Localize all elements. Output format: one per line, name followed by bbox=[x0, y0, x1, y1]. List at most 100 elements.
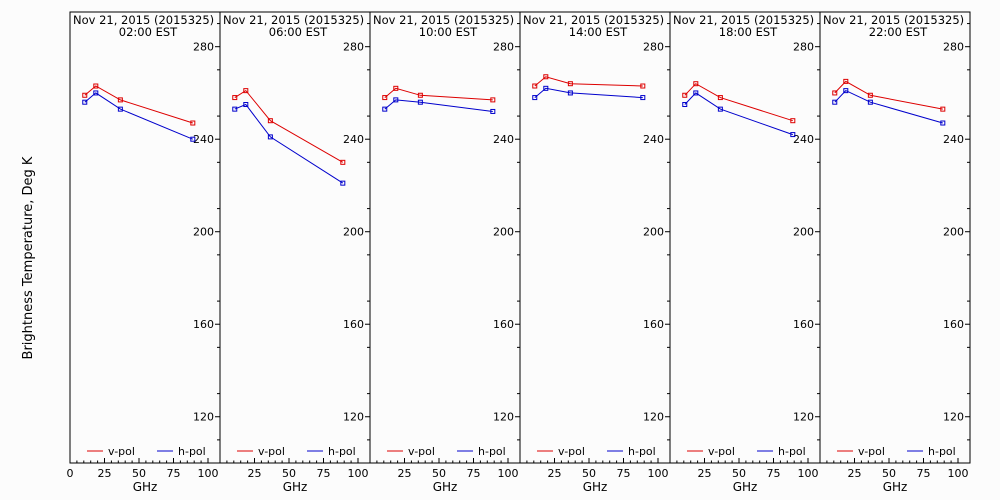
panel-time: 06:00 EST bbox=[269, 25, 328, 39]
legend-label-h-pol: h-pol bbox=[628, 445, 656, 458]
hpol-point bbox=[682, 102, 688, 108]
hpol-point bbox=[940, 120, 946, 126]
hpol-point bbox=[117, 106, 123, 112]
x-axis-label: GHz bbox=[283, 480, 308, 494]
y-tick-label: 160 bbox=[943, 318, 964, 331]
hpol-point bbox=[843, 88, 849, 94]
y-tick-label: 160 bbox=[493, 318, 514, 331]
panel-title: Nov 21, 2015 (2015325) bbox=[223, 13, 364, 27]
x-tick-label: 75 bbox=[917, 467, 931, 480]
vpol-point bbox=[382, 95, 388, 101]
hpol-line bbox=[234, 103, 344, 184]
y-tick-label: 120 bbox=[343, 411, 364, 424]
x-tick-label: 50 bbox=[432, 467, 446, 480]
legend-label-v-pol: v-pol bbox=[858, 445, 885, 458]
panel-5: Nov 21, 2015 (2015325)18:00 EST 120 160 200… bbox=[669, 11, 821, 494]
y-tick-label: 160 bbox=[643, 318, 664, 331]
panel-time: 02:00 EST bbox=[119, 25, 178, 39]
y-tick-label: 280 bbox=[493, 41, 514, 54]
vpol-point bbox=[490, 97, 496, 103]
vpol-line bbox=[684, 83, 793, 122]
y-tick-label: 120 bbox=[643, 411, 664, 424]
y-tick-label: 120 bbox=[793, 411, 814, 424]
vpol-point bbox=[843, 78, 849, 84]
x-tick-label: 25 bbox=[698, 467, 712, 480]
y-tick-label: 280 bbox=[643, 41, 664, 54]
x-tick-label: 100 bbox=[348, 467, 369, 480]
hpol-point bbox=[693, 90, 699, 96]
hpol-point bbox=[717, 106, 723, 112]
y-tick-label: 240 bbox=[793, 133, 814, 146]
x-tick-label: 75 bbox=[467, 467, 481, 480]
y-tick-label: 200 bbox=[793, 226, 814, 239]
x-axis-label: GHz bbox=[433, 480, 458, 494]
panel-time: 22:00 EST bbox=[869, 25, 928, 39]
hpol-point bbox=[490, 108, 496, 114]
x-tick-label: 75 bbox=[167, 467, 181, 480]
x-tick-label: 100 bbox=[198, 467, 219, 480]
y-tick-label: 240 bbox=[493, 133, 514, 146]
vpol-line bbox=[534, 76, 643, 87]
x-tick-label: 100 bbox=[798, 467, 819, 480]
vpol-point bbox=[940, 106, 946, 112]
y-tick-label: 160 bbox=[793, 318, 814, 331]
vpol-point bbox=[82, 92, 88, 98]
panel-time: 14:00 EST bbox=[569, 25, 628, 39]
x-tick-label: 50 bbox=[882, 467, 896, 480]
legend-label-v-pol: v-pol bbox=[408, 445, 435, 458]
vpol-point bbox=[190, 120, 196, 126]
panel-time: 18:00 EST bbox=[719, 25, 778, 39]
x-axis-label: GHz bbox=[583, 480, 608, 494]
x-tick-label: 50 bbox=[282, 467, 296, 480]
panel-3: Nov 21, 2015 (2015325)10:00 EST 120 160 200… bbox=[369, 11, 521, 494]
vpol-point bbox=[682, 92, 688, 98]
panel-title: Nov 21, 2015 (2015325) bbox=[523, 13, 664, 27]
hpol-point bbox=[82, 99, 88, 105]
x-axis-label: GHz bbox=[133, 480, 158, 494]
vpol-point bbox=[832, 90, 838, 96]
y-axis-label: Brightness Temperature, Deg K bbox=[21, 156, 36, 359]
x-tick-label: 25 bbox=[548, 467, 562, 480]
hpol-point bbox=[267, 134, 273, 140]
hpol-point bbox=[543, 85, 549, 91]
vpol-line bbox=[234, 89, 344, 163]
vpol-line bbox=[834, 80, 943, 110]
vpol-point bbox=[417, 92, 423, 98]
vpol-point bbox=[393, 85, 399, 91]
y-tick-label: 240 bbox=[943, 133, 964, 146]
vpol-point bbox=[717, 95, 723, 101]
hpol-line bbox=[534, 87, 643, 99]
y-tick-label: 200 bbox=[193, 226, 214, 239]
y-tick-label: 280 bbox=[943, 41, 964, 54]
x-tick-label: 25 bbox=[98, 467, 112, 480]
y-tick-label: 200 bbox=[943, 226, 964, 239]
x-tick-label: 25 bbox=[248, 467, 262, 480]
hpol-point bbox=[417, 99, 423, 105]
hpol-line bbox=[684, 92, 793, 136]
hpol-point bbox=[567, 90, 573, 96]
panel-2: Nov 21, 2015 (2015325)06:00 EST 120 160 200… bbox=[219, 11, 371, 494]
legend-label-v-pol: v-pol bbox=[258, 445, 285, 458]
y-tick-label: 240 bbox=[343, 133, 364, 146]
panel-6: Nov 21, 2015 (2015325)22:00 EST 120 160 200… bbox=[819, 11, 971, 494]
panel-title: Nov 21, 2015 (2015325) bbox=[373, 13, 514, 27]
y-tick-label: 200 bbox=[343, 226, 364, 239]
panel-title: Nov 21, 2015 (2015325) bbox=[673, 13, 814, 27]
vpol-point bbox=[640, 83, 646, 89]
panel-1: Nov 21, 2015 (2015325)02:00 EST 120 160 200… bbox=[67, 11, 221, 494]
hpol-point bbox=[382, 106, 388, 112]
x-tick-label: 50 bbox=[132, 467, 146, 480]
hpol-point bbox=[232, 106, 238, 112]
y-tick-label: 160 bbox=[193, 318, 214, 331]
vpol-point bbox=[790, 118, 796, 124]
vpol-point bbox=[693, 81, 699, 87]
legend-label-h-pol: h-pol bbox=[778, 445, 806, 458]
x-tick-label: 75 bbox=[617, 467, 631, 480]
x-tick-label: 100 bbox=[948, 467, 969, 480]
hpol-point bbox=[867, 99, 873, 105]
vpol-point bbox=[243, 88, 249, 94]
legend-label-v-pol: v-pol bbox=[558, 445, 585, 458]
x-tick-label: 25 bbox=[848, 467, 862, 480]
vpol-line bbox=[384, 87, 493, 101]
legend-label-v-pol: v-pol bbox=[108, 445, 135, 458]
